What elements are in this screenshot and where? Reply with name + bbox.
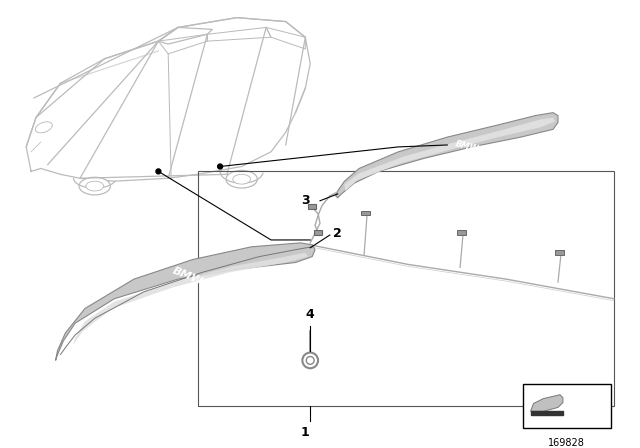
Text: 4: 4 [306, 308, 315, 321]
Circle shape [218, 164, 223, 169]
Text: 2: 2 [333, 227, 342, 240]
Bar [198, 172, 614, 406]
Text: BMW: BMW [454, 139, 479, 155]
Text: 3: 3 [301, 194, 310, 207]
Bar [523, 384, 611, 428]
Bar [457, 230, 466, 235]
Ellipse shape [86, 181, 104, 191]
Bar [361, 211, 370, 215]
Ellipse shape [35, 122, 52, 133]
Bar [308, 204, 316, 209]
Polygon shape [335, 112, 558, 198]
Text: BMW: BMW [171, 266, 204, 287]
Text: 1: 1 [301, 426, 310, 439]
Bar [555, 250, 564, 254]
Polygon shape [531, 395, 563, 411]
Ellipse shape [79, 177, 111, 195]
Ellipse shape [233, 174, 250, 184]
Circle shape [156, 169, 161, 174]
Polygon shape [344, 117, 555, 191]
Polygon shape [26, 17, 310, 181]
Text: 169828: 169828 [548, 438, 585, 448]
Ellipse shape [226, 170, 257, 188]
Polygon shape [73, 253, 308, 345]
Bar [531, 411, 563, 415]
Polygon shape [56, 243, 315, 361]
Bar [314, 230, 322, 235]
